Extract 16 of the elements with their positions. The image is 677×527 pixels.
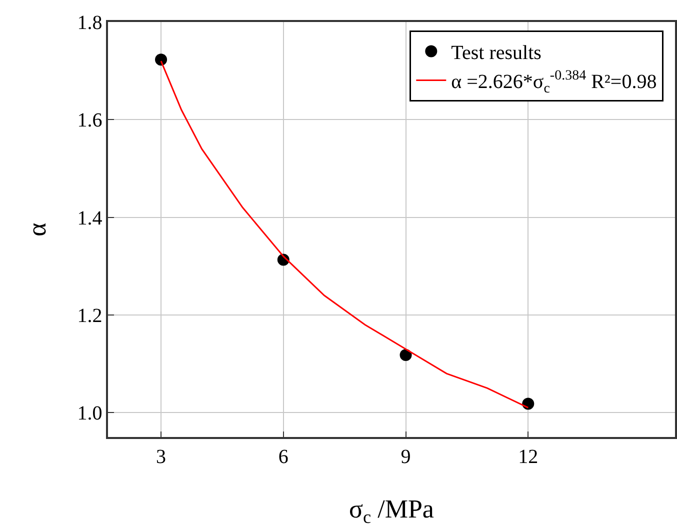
- point: [155, 54, 168, 66]
- y-tick-label: 1.2: [77, 304, 102, 327]
- legend-label: α =2.626*σ$_{c}$$^{-0.384}$ R²=0.98: [451, 68, 657, 96]
- point: [400, 348, 412, 361]
- x-tick-label: 6: [278, 446, 288, 468]
- x-axis-title: σ$_{c}$ /MPa: [349, 494, 434, 527]
- y-tick-label: 1.6: [77, 110, 102, 132]
- y-axis-title: α: [22, 222, 52, 236]
- x-tick-label: 9: [400, 446, 411, 468]
- x-tick-label: 3: [156, 446, 166, 468]
- y-tick-label: 1.4: [77, 207, 102, 230]
- legend-label: Test results: [451, 42, 542, 64]
- point: [522, 398, 534, 410]
- y-tick-label: 1.8: [77, 12, 102, 34]
- y-tick-label: 1.0: [77, 402, 102, 425]
- x-tick-label: 12: [518, 446, 538, 468]
